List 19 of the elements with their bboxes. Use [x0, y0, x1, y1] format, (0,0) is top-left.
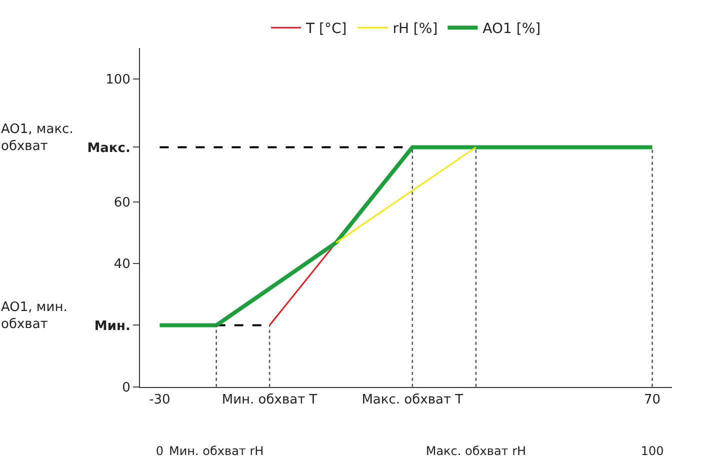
y-tick-label: 0: [122, 380, 130, 396]
y-tick-label: 100: [106, 72, 130, 88]
y-tick-label: Мин.: [94, 318, 130, 334]
text: AO1, макс. обхват: [1, 122, 74, 154]
text: AO1, мин. обхват: [1, 300, 68, 332]
x2-tick-label: Макс. обхват rH: [426, 444, 526, 458]
x2-tick-label: 0: [156, 444, 164, 458]
x-tick-label: -30: [149, 392, 170, 408]
x-tick-label: Макс. обхват T: [362, 392, 464, 408]
x-tick-label: Мин. обхват T: [222, 392, 318, 408]
y-tick-label: 60: [114, 196, 130, 211]
legend-label: AO1 [%]: [482, 21, 541, 38]
x-tick-label: 70: [644, 392, 661, 408]
legend-label: T [°C]: [305, 21, 347, 38]
y-tick-label: Макс.: [87, 140, 130, 156]
x2-tick-label: Мин. обхват rH: [169, 444, 264, 458]
legend-label: rH [%]: [392, 21, 438, 38]
y-tick-label: 40: [114, 257, 130, 272]
x2-tick-label: 100: [640, 444, 664, 458]
